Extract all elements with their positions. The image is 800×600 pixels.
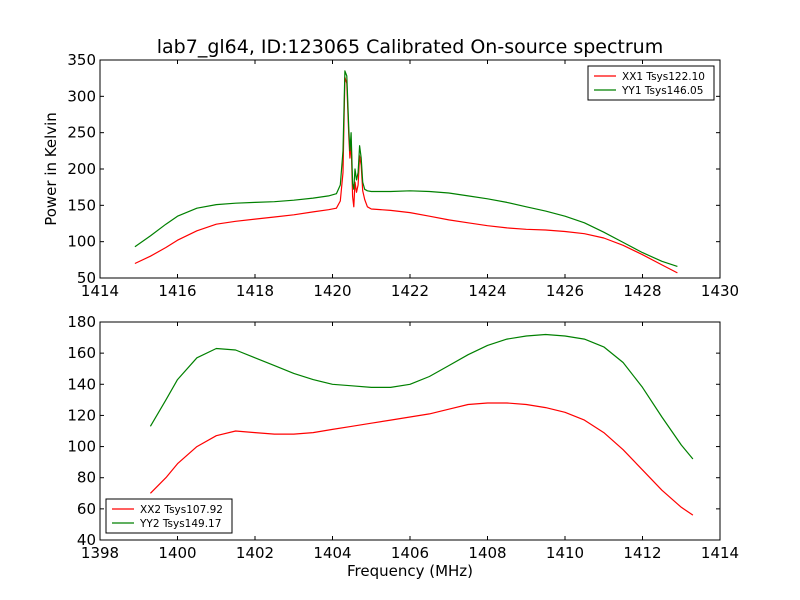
bottom-legend-box [105,498,233,534]
top-y-tick-label: 300 [67,87,96,105]
top-x-tick-label: 1420 [313,282,351,300]
bottom-legend: XX2 Tsys107.92 YY2 Tsys149.17 [105,498,233,534]
bottom-x-tick-label: 1408 [468,544,506,562]
bottom-series-group [149,333,694,516]
top-x-tick-label: 1416 [158,282,196,300]
top-x-tick-label: 1418 [236,282,274,300]
bottom-spectrum-plot: 1398 1400 1402 1404 1406 1408 1410 1412 1414 40 60… [67,313,739,562]
top-spectrum-plot: 1414 1416 1418 1420 1422 1424 1426 1428 1430 50 10… [67,51,739,300]
top-legend-label-1: YY1 Tsys146.05 [621,85,703,97]
top-legend-label-0: XX1 Tsys122.10 [622,71,705,83]
top-y-tick-label: 250 [67,124,96,142]
bottom-x-tick-label: 1398 [81,544,119,562]
bottom-y-tick-label: 140 [67,375,96,393]
top-x-tick-label: 1424 [468,282,506,300]
bottom-y-tick-label: 120 [67,406,96,424]
top-y-tick-label: 100 [67,233,96,251]
bottom-y-tick-label: 180 [67,313,96,331]
top-series-line-0 [134,76,678,274]
top-x-tick-label: 1430 [701,282,739,300]
top-y-tick-label: 150 [67,196,96,214]
bottom-x-tick-label: 1406 [391,544,429,562]
top-x-tick-label: 1426 [546,282,584,300]
bottom-x-tick-label: 1402 [236,544,274,562]
bottom-x-tick-label: 1410 [546,544,584,562]
top-legend-box [587,65,715,101]
bottom-y-tick-label: 40 [77,531,96,549]
bottom-series-line-0 [149,402,694,516]
top-x-tick-label: 1422 [391,282,429,300]
top-x-tick-label: 1428 [623,282,661,300]
bottom-y-tick-label: 80 [77,469,96,487]
bottom-x-tick-label: 1400 [158,544,196,562]
top-y-axis-label: Power in Kelvin [42,112,60,226]
bottom-series-line-1 [149,333,694,460]
top-y-tick-label: 50 [77,269,96,287]
top-y-tick-label: 350 [67,51,96,69]
bottom-legend-label-0: XX2 Tsys107.92 [140,504,223,516]
bottom-x-tick-label: 1414 [701,544,739,562]
bottom-x-tick-label: 1404 [313,544,351,562]
bottom-legend-label-1: YY2 Tsys149.17 [139,518,221,530]
chart-title: lab7_gl64, ID:123065 Calibrated On-sourc… [157,36,664,58]
top-legend: XX1 Tsys122.10 YY1 Tsys146.05 [587,65,715,101]
bottom-x-axis-label: Frequency (MHz) [347,562,473,580]
top-x-tick-label: 1414 [81,282,119,300]
bottom-y-tick-label: 60 [77,500,96,518]
top-series-group [134,70,678,274]
bottom-y-tick-label: 160 [67,344,96,362]
top-series-line-1 [134,70,678,267]
top-y-tick-label: 200 [67,160,96,178]
bottom-y-tick-label: 100 [67,438,96,456]
bottom-x-tick-label: 1412 [623,544,661,562]
